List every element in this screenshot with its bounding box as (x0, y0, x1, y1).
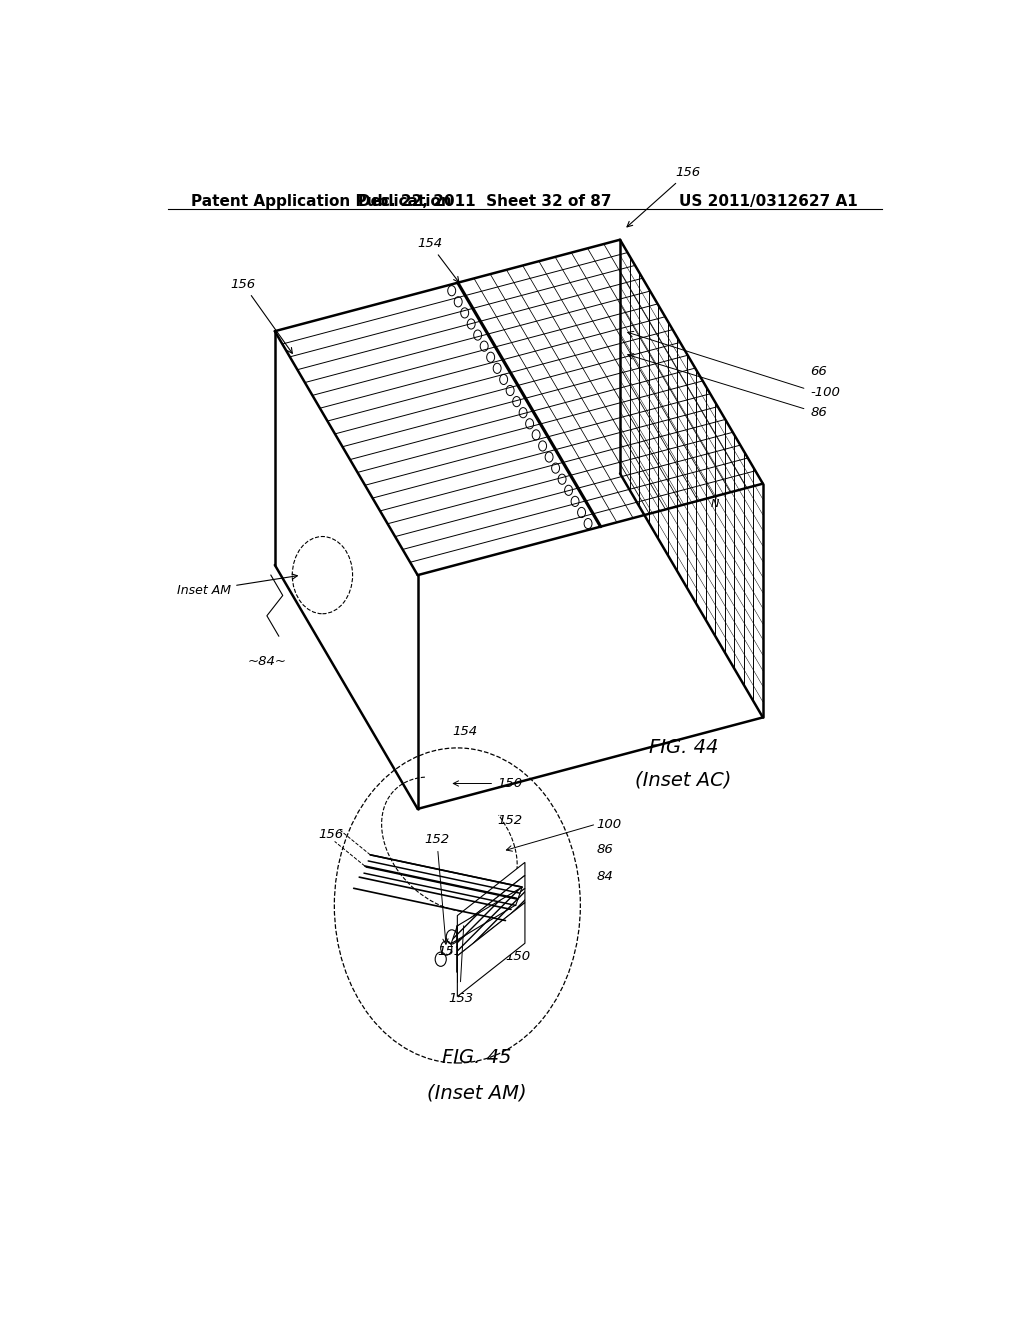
Text: 100: 100 (596, 817, 622, 830)
Polygon shape (274, 240, 763, 576)
Text: 151: 151 (437, 945, 463, 958)
Text: 152: 152 (497, 814, 522, 826)
Text: -100: -100 (811, 385, 841, 399)
Text: (Inset AC): (Inset AC) (635, 771, 732, 789)
Text: 86: 86 (596, 843, 613, 857)
Text: FIG. 44: FIG. 44 (649, 738, 718, 756)
Text: 156: 156 (627, 166, 700, 227)
Text: 84: 84 (596, 870, 613, 883)
Text: 150: 150 (505, 950, 530, 962)
Polygon shape (458, 888, 525, 956)
Text: ~84~: ~84~ (248, 655, 287, 668)
Text: US 2011/0312627 A1: US 2011/0312627 A1 (679, 194, 858, 209)
Text: 156: 156 (230, 277, 292, 354)
Text: Patent Application Publication: Patent Application Publication (191, 194, 453, 209)
Text: 154: 154 (453, 725, 478, 738)
Text: 86: 86 (811, 407, 827, 418)
Polygon shape (458, 862, 525, 929)
Text: 152: 152 (424, 833, 450, 944)
Text: 150: 150 (454, 777, 522, 789)
Polygon shape (458, 875, 525, 941)
Text: 156: 156 (318, 828, 344, 841)
Polygon shape (458, 903, 525, 997)
Text: 153: 153 (449, 991, 474, 1005)
Text: FIG. 45: FIG. 45 (442, 1048, 512, 1067)
Polygon shape (620, 240, 763, 718)
Text: 154: 154 (417, 236, 459, 282)
Text: N: N (711, 499, 720, 510)
Text: 66: 66 (811, 366, 827, 379)
Polygon shape (274, 331, 418, 809)
Text: Dec. 22, 2011  Sheet 32 of 87: Dec. 22, 2011 Sheet 32 of 87 (358, 194, 612, 209)
Polygon shape (452, 887, 522, 944)
Text: (Inset AM): (Inset AM) (427, 1084, 527, 1102)
Polygon shape (418, 483, 763, 809)
Text: Inset AM: Inset AM (177, 574, 297, 597)
